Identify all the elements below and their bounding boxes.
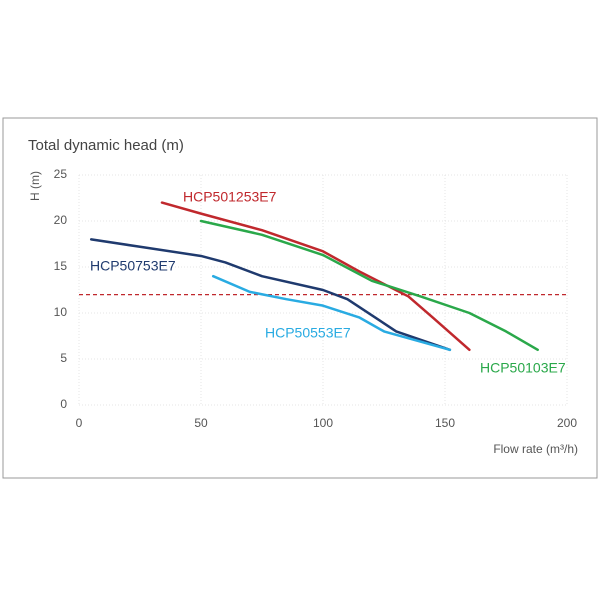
chart-title: Total dynamic head (m) (28, 137, 184, 154)
x-axis-label: Flow rate (m³/h) (493, 442, 578, 456)
series-label: HCP50753E7 (90, 258, 176, 274)
series-label: HCP50103E7 (480, 360, 566, 376)
y-tick-label: 25 (54, 167, 68, 181)
series-line (199, 219, 539, 352)
chart-frame (2, 117, 598, 479)
x-tick-label: 0 (76, 416, 83, 430)
y-tick-label: 20 (54, 213, 68, 227)
y-tick-label: 0 (60, 397, 67, 411)
series-line (160, 201, 471, 352)
series-line (89, 238, 452, 352)
y-tick-label: 10 (54, 305, 68, 319)
y-axis-label: H (m) (28, 171, 42, 201)
x-tick-label: 150 (435, 416, 455, 430)
x-tick-label: 100 (313, 416, 333, 430)
y-tick-label: 15 (54, 259, 68, 273)
series-label: HCP501253E7 (183, 189, 277, 205)
series-line (211, 274, 452, 352)
y-tick-label: 5 (60, 351, 67, 365)
x-tick-label: 200 (557, 416, 577, 430)
series-label: HCP50553E7 (265, 325, 351, 341)
x-tick-label: 50 (194, 416, 208, 430)
